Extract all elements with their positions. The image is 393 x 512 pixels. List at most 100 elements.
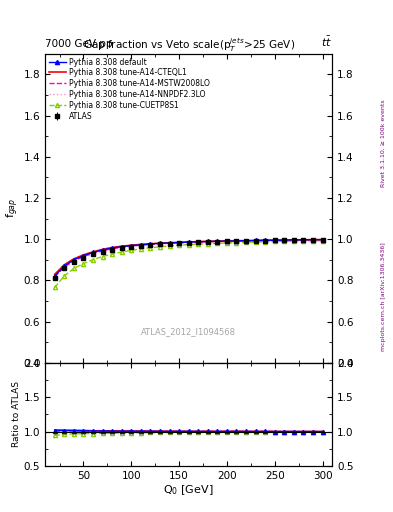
Pythia 8.308 tune-CUETP8S1 (215, 240, 220, 246)
Pythia 8.308 tune-A14-MSTW2008LO (224, 238, 229, 244)
Pythia 8.308 tune-A14-NNPDF2.3LO (234, 238, 239, 244)
Pythia 8.308 tune-A14-MSTW2008LO (62, 264, 67, 270)
Pythia 8.308 tune-CUETP8S1 (167, 243, 172, 249)
Pythia 8.308 tune-A14-CTEQL1 (320, 237, 325, 243)
Pythia 8.308 tune-A14-MSTW2008LO (129, 243, 134, 249)
Pythia 8.308 tune-CUETP8S1 (91, 257, 95, 263)
Pythia 8.308 tune-A14-NNPDF2.3LO (253, 238, 258, 244)
Pythia 8.308 tune-A14-MSTW2008LO (167, 240, 172, 246)
Pythia 8.308 tune-A14-NNPDF2.3LO (138, 242, 143, 248)
Pythia 8.308 tune-A14-NNPDF2.3LO (148, 241, 153, 247)
Text: mcplots.cern.ch [arXiv:1306.3436]: mcplots.cern.ch [arXiv:1306.3436] (381, 243, 386, 351)
Pythia 8.308 tune-A14-CTEQL1 (81, 252, 86, 258)
Pythia 8.308 tune-A14-NNPDF2.3LO (186, 239, 191, 245)
Pythia 8.308 tune-A14-NNPDF2.3LO (196, 239, 200, 245)
Pythia 8.308 tune-A14-MSTW2008LO (301, 237, 306, 243)
Pythia 8.308 default (282, 237, 286, 243)
Pythia 8.308 tune-A14-NNPDF2.3LO (215, 239, 220, 245)
Pythia 8.308 default (310, 237, 315, 243)
Pythia 8.308 tune-A14-CTEQL1 (72, 255, 76, 262)
X-axis label: Q$_0$ [GeV]: Q$_0$ [GeV] (163, 483, 214, 497)
Pythia 8.308 tune-CUETP8S1 (292, 238, 296, 244)
Pythia 8.308 tune-A14-CTEQL1 (91, 249, 95, 255)
Pythia 8.308 tune-A14-CTEQL1 (52, 271, 57, 278)
Pythia 8.308 tune-A14-NNPDF2.3LO (91, 250, 95, 257)
Pythia 8.308 tune-A14-CTEQL1 (244, 238, 248, 244)
Pythia 8.308 tune-CUETP8S1 (158, 244, 162, 250)
Pythia 8.308 tune-A14-MSTW2008LO (177, 240, 182, 246)
Pythia 8.308 default (206, 239, 210, 245)
Pythia 8.308 default (81, 252, 86, 259)
Title: Gap fraction vs Veto scale(p$_T^{jets}$>25 GeV): Gap fraction vs Veto scale(p$_T^{jets}$>… (83, 36, 295, 54)
Pythia 8.308 tune-A14-CTEQL1 (167, 240, 172, 246)
Pythia 8.308 tune-A14-NNPDF2.3LO (119, 244, 124, 250)
Pythia 8.308 tune-A14-NNPDF2.3LO (72, 258, 76, 264)
Pythia 8.308 default (215, 238, 220, 244)
Pythia 8.308 default (292, 237, 296, 243)
Pythia 8.308 tune-A14-NNPDF2.3LO (158, 241, 162, 247)
Pythia 8.308 tune-A14-MSTW2008LO (138, 242, 143, 248)
Pythia 8.308 tune-A14-NNPDF2.3LO (292, 237, 296, 243)
Pythia 8.308 default (177, 240, 182, 246)
Pythia 8.308 default (119, 244, 124, 250)
Pythia 8.308 default (301, 237, 306, 243)
Pythia 8.308 tune-A14-NNPDF2.3LO (62, 264, 67, 270)
Pythia 8.308 tune-A14-NNPDF2.3LO (100, 248, 105, 254)
Pythia 8.308 tune-A14-CTEQL1 (186, 239, 191, 245)
Pythia 8.308 tune-A14-MSTW2008LO (244, 238, 248, 244)
Pythia 8.308 tune-A14-MSTW2008LO (292, 237, 296, 243)
Pythia 8.308 tune-A14-MSTW2008LO (272, 237, 277, 243)
Pythia 8.308 tune-A14-MSTW2008LO (310, 237, 315, 243)
Pythia 8.308 tune-A14-NNPDF2.3LO (177, 240, 182, 246)
Pythia 8.308 default (224, 238, 229, 244)
Pythia 8.308 tune-A14-NNPDF2.3LO (110, 246, 114, 252)
Legend: Pythia 8.308 default, Pythia 8.308 tune-A14-CTEQL1, Pythia 8.308 tune-A14-MSTW20: Pythia 8.308 default, Pythia 8.308 tune-… (48, 56, 211, 123)
Pythia 8.308 tune-A14-CTEQL1 (119, 243, 124, 249)
Pythia 8.308 tune-CUETP8S1 (234, 240, 239, 246)
Pythia 8.308 tune-CUETP8S1 (282, 238, 286, 244)
Pythia 8.308 tune-CUETP8S1 (148, 245, 153, 251)
Line: Pythia 8.308 tune-A14-MSTW2008LO: Pythia 8.308 tune-A14-MSTW2008LO (55, 240, 323, 277)
Pythia 8.308 tune-CUETP8S1 (62, 273, 67, 279)
Pythia 8.308 tune-CUETP8S1 (72, 265, 76, 271)
Pythia 8.308 tune-A14-MSTW2008LO (196, 239, 200, 245)
Pythia 8.308 default (91, 249, 95, 255)
Pythia 8.308 tune-CUETP8S1 (320, 238, 325, 244)
Pythia 8.308 default (72, 257, 76, 263)
Pythia 8.308 tune-CUETP8S1 (310, 238, 315, 244)
Pythia 8.308 tune-CUETP8S1 (196, 241, 200, 247)
Pythia 8.308 default (263, 237, 268, 243)
Pythia 8.308 tune-A14-CTEQL1 (301, 237, 306, 243)
Pythia 8.308 tune-A14-CTEQL1 (138, 241, 143, 247)
Pythia 8.308 default (234, 238, 239, 244)
Pythia 8.308 tune-A14-MSTW2008LO (320, 237, 325, 243)
Pythia 8.308 tune-A14-CTEQL1 (110, 244, 114, 250)
Pythia 8.308 tune-A14-NNPDF2.3LO (282, 237, 286, 243)
Pythia 8.308 tune-A14-NNPDF2.3LO (224, 238, 229, 244)
Text: $t\bar{t}$: $t\bar{t}$ (321, 34, 332, 49)
Pythia 8.308 default (62, 263, 67, 269)
Pythia 8.308 tune-CUETP8S1 (177, 242, 182, 248)
Pythia 8.308 tune-A14-MSTW2008LO (110, 246, 114, 252)
Pythia 8.308 tune-A14-MSTW2008LO (253, 238, 258, 244)
Pythia 8.308 default (272, 237, 277, 243)
Pythia 8.308 tune-A14-CTEQL1 (196, 239, 200, 245)
Pythia 8.308 default (158, 240, 162, 246)
Pythia 8.308 tune-A14-NNPDF2.3LO (320, 237, 325, 243)
Pythia 8.308 tune-A14-MSTW2008LO (206, 239, 210, 245)
Pythia 8.308 default (52, 273, 57, 279)
Pythia 8.308 tune-A14-MSTW2008LO (91, 250, 95, 257)
Pythia 8.308 tune-A14-NNPDF2.3LO (272, 238, 277, 244)
Pythia 8.308 tune-CUETP8S1 (52, 284, 57, 290)
Pythia 8.308 tune-A14-MSTW2008LO (100, 247, 105, 253)
Pythia 8.308 tune-CUETP8S1 (119, 249, 124, 255)
Pythia 8.308 tune-CUETP8S1 (263, 239, 268, 245)
Pythia 8.308 tune-CUETP8S1 (224, 240, 229, 246)
Pythia 8.308 tune-CUETP8S1 (81, 261, 86, 267)
Pythia 8.308 tune-A14-CTEQL1 (100, 246, 105, 252)
Pythia 8.308 tune-CUETP8S1 (138, 246, 143, 252)
Pythia 8.308 tune-A14-MSTW2008LO (81, 253, 86, 260)
Y-axis label: Ratio to ATLAS: Ratio to ATLAS (12, 381, 21, 447)
Pythia 8.308 tune-CUETP8S1 (186, 242, 191, 248)
Pythia 8.308 default (244, 238, 248, 244)
